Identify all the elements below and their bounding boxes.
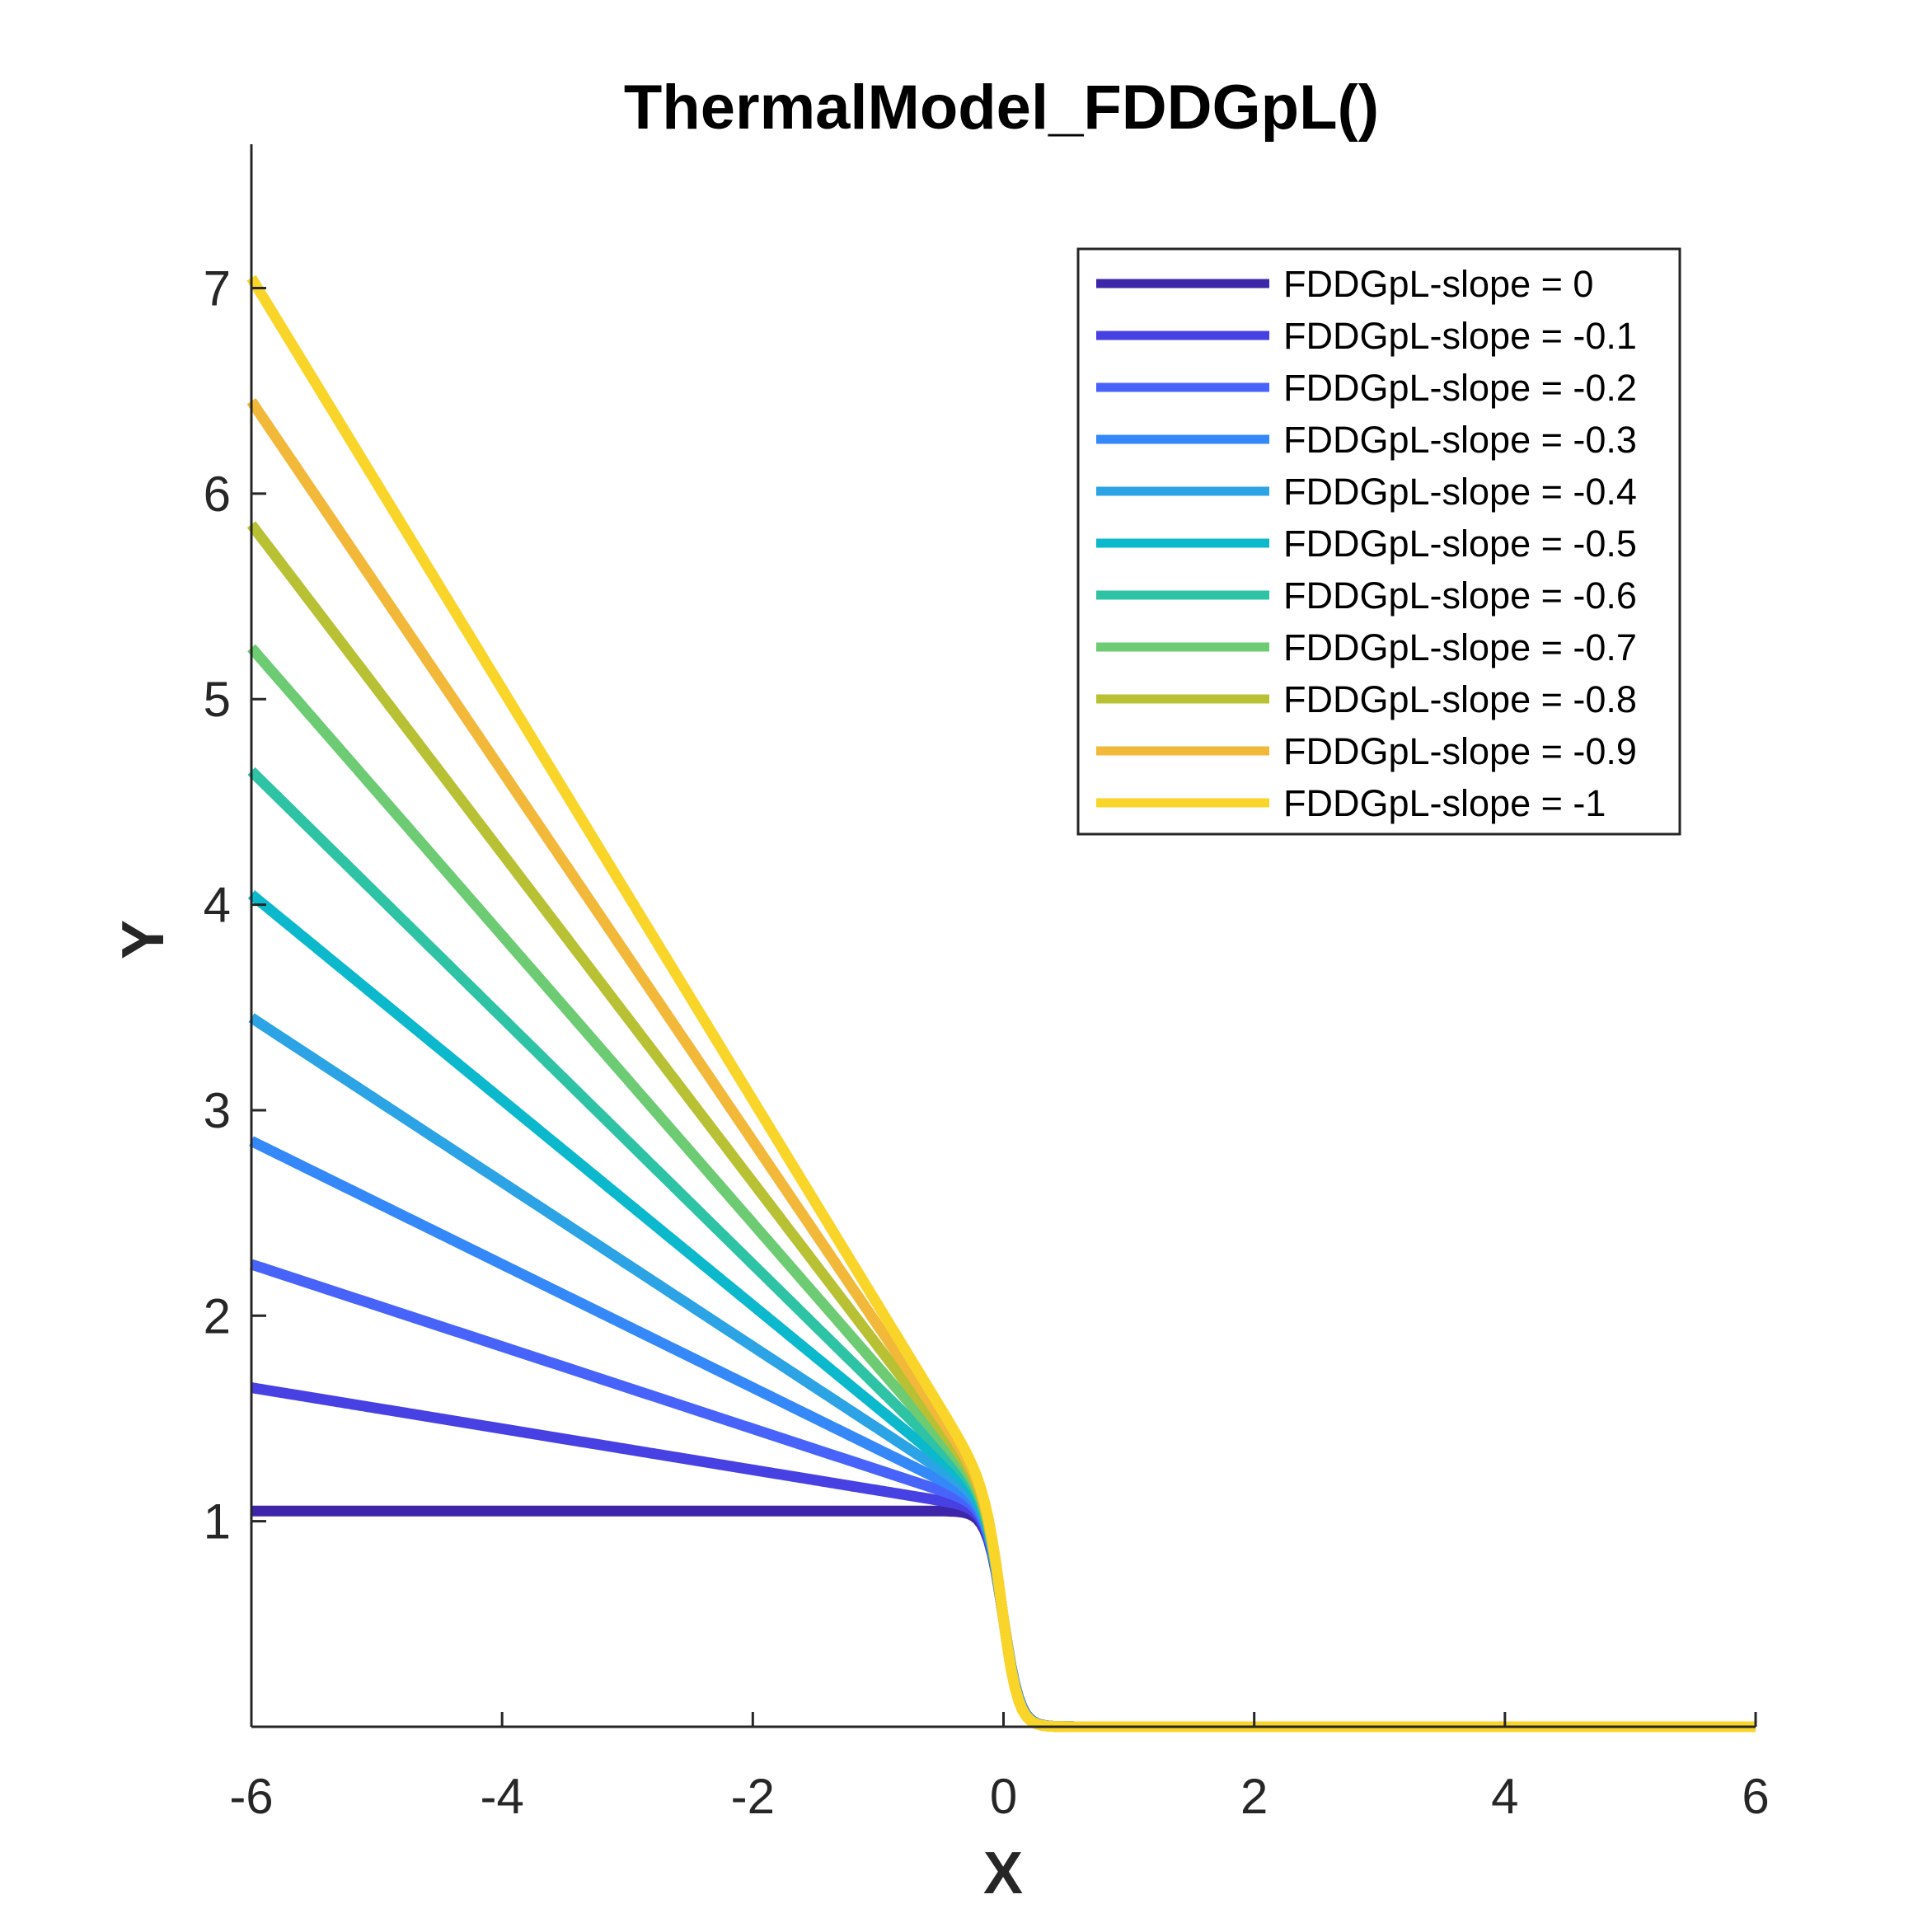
legend-label-5: FDDGpL-slope = -0.5 <box>1283 523 1637 565</box>
legend-label-2: FDDGpL-slope = -0.2 <box>1283 367 1637 409</box>
x-tick-label: 0 <box>990 1769 1017 1824</box>
legend[interactable]: FDDGpL-slope = 0 FDDGpL-slope = -0.1 FDDGp… <box>1078 249 1680 834</box>
x-tick-label: 4 <box>1491 1769 1518 1824</box>
x-tick-label: -2 <box>731 1769 775 1824</box>
chart-title: ThermalModel_FDDGpL() <box>624 73 1379 143</box>
legend-label-8: FDDGpL-slope = -0.8 <box>1283 678 1637 720</box>
y-axis-label: Y <box>110 920 176 959</box>
x-tick-label: -6 <box>229 1769 273 1824</box>
legend-label-1: FDDGpL-slope = -0.1 <box>1283 315 1637 357</box>
legend-label-0: FDDGpL-slope = 0 <box>1283 263 1593 305</box>
y-tick-label: 3 <box>204 1083 231 1138</box>
y-tick-label: 7 <box>204 261 231 317</box>
y-tick-label: 5 <box>204 672 231 727</box>
legend-label-9: FDDGpL-slope = -0.9 <box>1283 730 1637 772</box>
y-tick-label: 4 <box>204 878 231 933</box>
y-tick-label: 6 <box>204 467 231 522</box>
legend-label-4: FDDGpL-slope = -0.4 <box>1283 471 1637 513</box>
x-axis-label: X <box>983 1841 1023 1906</box>
legend-label-7: FDDGpL-slope = -0.7 <box>1283 626 1637 668</box>
x-tick-label: 6 <box>1742 1769 1769 1824</box>
legend-label-3: FDDGpL-slope = -0.3 <box>1283 419 1637 461</box>
x-tick-label: 2 <box>1240 1769 1268 1824</box>
y-tick-label: 2 <box>204 1288 231 1343</box>
legend-label-6: FDDGpL-slope = -0.6 <box>1283 574 1637 617</box>
y-tick-label: 1 <box>204 1494 231 1550</box>
legend-label-10: FDDGpL-slope = -1 <box>1283 782 1606 824</box>
x-tick-label: -4 <box>480 1769 523 1824</box>
